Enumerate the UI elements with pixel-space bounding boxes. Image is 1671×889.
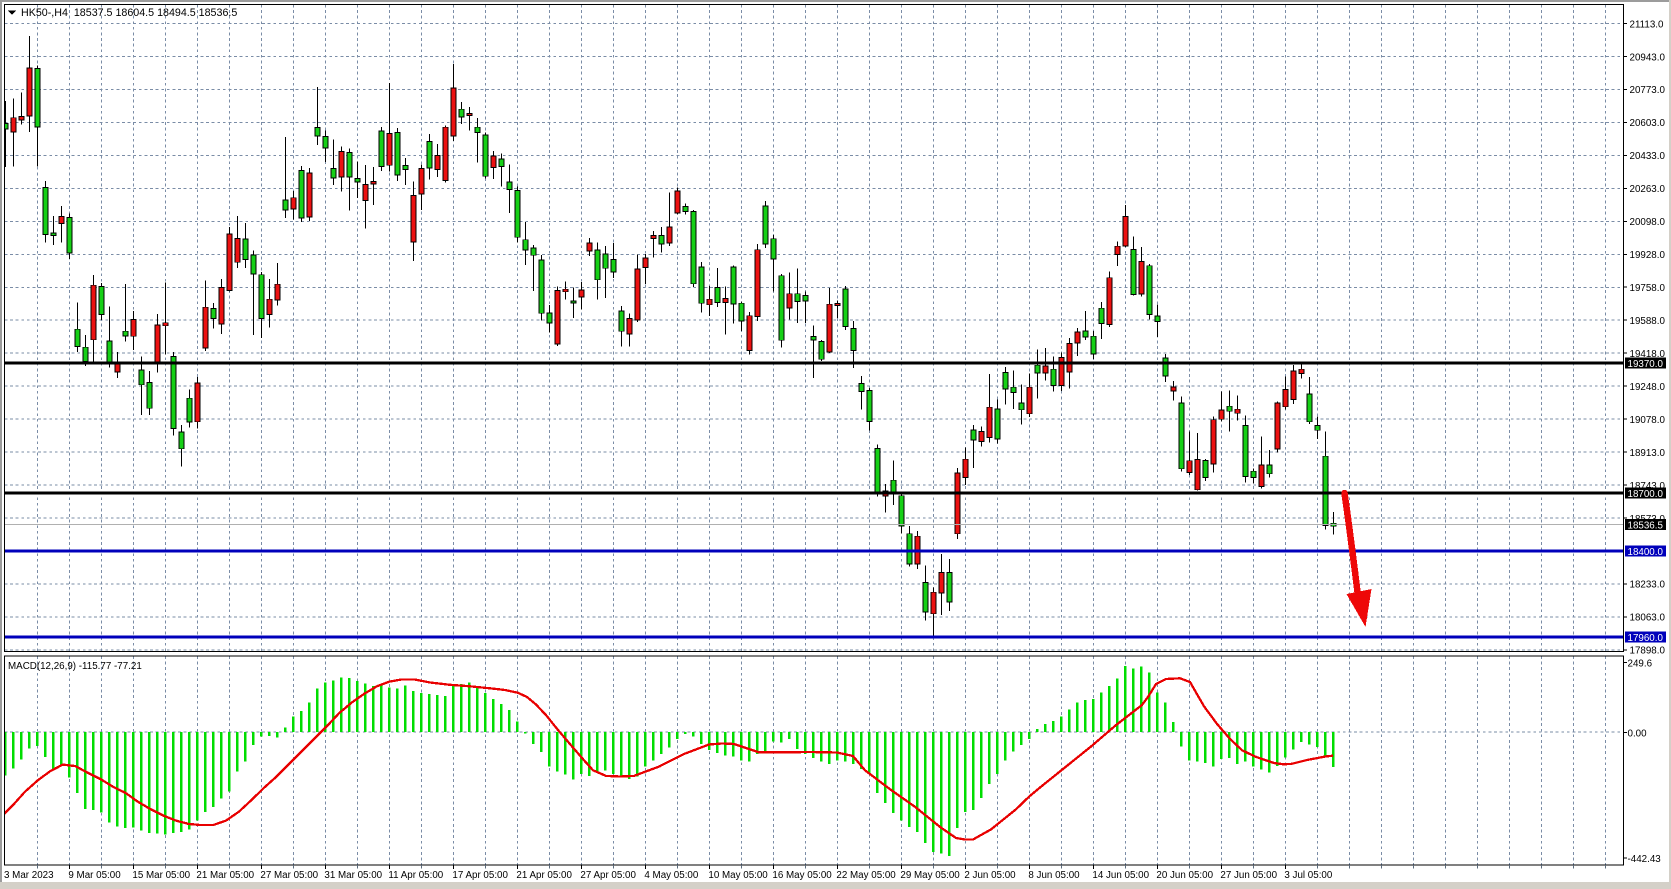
svg-text:10 May 05:00: 10 May 05:00 <box>708 870 768 881</box>
svg-text:20773.0: 20773.0 <box>1630 85 1666 96</box>
svg-text:18063.0: 18063.0 <box>1630 613 1666 624</box>
svg-text:8 Jun 05:00: 8 Jun 05:00 <box>1028 870 1080 881</box>
svg-text:20098.0: 20098.0 <box>1630 217 1666 228</box>
svg-text:18400.0: 18400.0 <box>1628 547 1664 558</box>
svg-text:19758.0: 19758.0 <box>1630 283 1666 294</box>
svg-text:249.6: 249.6 <box>1628 658 1653 669</box>
svg-text:31 Mar 05:00: 31 Mar 05:00 <box>324 870 382 881</box>
svg-text:18743.0: 18743.0 <box>1630 481 1666 492</box>
svg-text:19928.0: 19928.0 <box>1630 250 1666 261</box>
svg-text:16 May 05:00: 16 May 05:00 <box>772 870 832 881</box>
svg-text:29 May 05:00: 29 May 05:00 <box>900 870 960 881</box>
svg-text:27 Apr 05:00: 27 Apr 05:00 <box>580 870 636 881</box>
svg-text:19370.0: 19370.0 <box>1628 359 1664 370</box>
svg-text:20 Jun 05:00: 20 Jun 05:00 <box>1156 870 1213 881</box>
svg-text:18233.0: 18233.0 <box>1630 580 1666 591</box>
svg-text:19588.0: 19588.0 <box>1630 316 1666 327</box>
svg-text:HK50-,H4 18537.5 18604.5 1849: HK50-,H4 18537.5 18604.5 18494.5 18536.5 <box>21 7 237 19</box>
svg-text:19418.0: 19418.0 <box>1630 349 1666 360</box>
svg-text:21 Apr 05:00: 21 Apr 05:00 <box>516 870 572 881</box>
svg-text:9 Mar 05:00: 9 Mar 05:00 <box>68 870 121 881</box>
svg-text:18536.5: 18536.5 <box>1628 520 1664 531</box>
svg-text:15 Mar 05:00: 15 Mar 05:00 <box>132 870 190 881</box>
svg-text:17898.0: 17898.0 <box>1630 646 1666 657</box>
svg-text:4 May 05:00: 4 May 05:00 <box>644 870 698 881</box>
svg-text:-442.43: -442.43 <box>1628 854 1662 865</box>
svg-text:21113.0: 21113.0 <box>1630 19 1665 30</box>
svg-text:18913.0: 18913.0 <box>1630 448 1666 459</box>
svg-text:14 Jun 05:00: 14 Jun 05:00 <box>1092 870 1149 881</box>
svg-text:20943.0: 20943.0 <box>1630 52 1666 63</box>
svg-text:27 Mar 05:00: 27 Mar 05:00 <box>260 870 318 881</box>
svg-text:20263.0: 20263.0 <box>1630 184 1666 195</box>
svg-text:19248.0: 19248.0 <box>1630 382 1666 393</box>
svg-text:17960.0: 17960.0 <box>1628 633 1664 644</box>
svg-text:19078.0: 19078.0 <box>1630 415 1666 426</box>
svg-text:18700.0: 18700.0 <box>1628 489 1664 500</box>
svg-text:0.00: 0.00 <box>1628 728 1648 739</box>
svg-text:17 Apr 05:00: 17 Apr 05:00 <box>452 870 508 881</box>
svg-text:20433.0: 20433.0 <box>1630 151 1666 162</box>
svg-text:21 Mar 05:00: 21 Mar 05:00 <box>196 870 254 881</box>
svg-text:11 Apr 05:00: 11 Apr 05:00 <box>388 870 443 881</box>
svg-text:MACD(12,26,9) -115.77 -77.21: MACD(12,26,9) -115.77 -77.21 <box>8 661 142 672</box>
svg-text:2 Jun 05:00: 2 Jun 05:00 <box>964 870 1016 881</box>
svg-text:22 May 05:00: 22 May 05:00 <box>836 870 896 881</box>
svg-text:3 Jul 05:00: 3 Jul 05:00 <box>1284 870 1332 881</box>
svg-text:27 Jun 05:00: 27 Jun 05:00 <box>1220 870 1277 881</box>
svg-text:3 Mar 2023: 3 Mar 2023 <box>4 870 54 881</box>
svg-text:20603.0: 20603.0 <box>1630 118 1666 129</box>
